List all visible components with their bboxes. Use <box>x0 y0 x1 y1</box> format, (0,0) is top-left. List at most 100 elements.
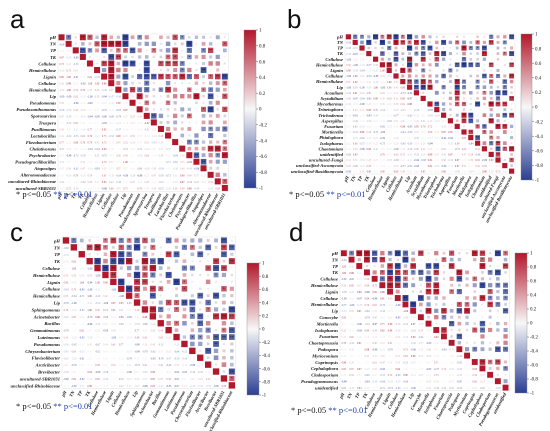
significance-star: ** <box>166 88 170 92</box>
correlation-cell <box>504 303 507 306</box>
correlation-cell <box>360 34 364 39</box>
significance-star: * <box>196 141 198 145</box>
correlation-cell <box>165 251 172 258</box>
correlation-value: -0.30 <box>172 168 178 171</box>
correlation-cell <box>215 100 220 105</box>
correlation-cell <box>216 140 220 144</box>
significance-star: * <box>463 58 465 62</box>
correlation-value: -0.17 <box>130 161 136 164</box>
correlation-value: 0.37 <box>395 355 400 358</box>
significance-star: * <box>184 267 186 271</box>
correlation-cell <box>165 80 171 86</box>
correlation-cell <box>483 137 485 139</box>
correlation-cell <box>165 54 171 60</box>
correlation-cell <box>181 285 188 292</box>
significance-star: ** <box>230 315 234 319</box>
significance-star: ** <box>127 287 131 291</box>
correlation-cell <box>360 40 364 45</box>
correlation-value: -0.38 <box>434 114 440 117</box>
correlation-value: -0.94 <box>87 281 93 284</box>
correlation-value: -0.43 <box>142 371 148 374</box>
correlation-cell <box>447 118 453 124</box>
correlation-value: 0.38 <box>394 103 399 106</box>
significance-star: * <box>203 49 205 53</box>
correlation-cell <box>451 271 453 274</box>
correlation-value: 1.00 <box>87 309 92 312</box>
correlation-cell <box>187 146 192 151</box>
correlation-cell <box>419 284 422 287</box>
correlation-cell <box>189 306 196 313</box>
correlation-value: 0.12 <box>109 122 114 125</box>
significance-star: * <box>160 287 162 291</box>
correlation-cell <box>433 327 440 333</box>
heatmap-cells-c: * * ** * * * * * **-0.66 ** ** * * * ** * * * ** ** **-0.35-… <box>62 237 236 389</box>
correlation-cell <box>94 264 101 272</box>
heatmap-border <box>339 249 510 392</box>
correlation-value: 0.17 <box>414 98 419 101</box>
correlation-cell <box>157 258 164 265</box>
significance-star: ** <box>202 160 206 164</box>
correlation-cell <box>213 341 219 347</box>
correlation-cell <box>510 46 514 50</box>
correlation-value: 0.46 <box>346 98 351 101</box>
correlation-value: -0.02 <box>357 361 363 364</box>
correlation-value: 0.02 <box>73 161 78 164</box>
correlation-cell <box>504 154 506 155</box>
colorbar-tick-label: -0.2 <box>259 124 267 129</box>
correlation-cell <box>202 101 205 104</box>
sig-p01-d: ** p<=0.01 <box>328 405 368 415</box>
correlation-cell <box>110 271 117 278</box>
correlation-value: 0.49 <box>158 364 163 367</box>
correlation-cell <box>149 292 156 299</box>
correlation-value: -0.79 <box>366 75 372 78</box>
correlation-cell <box>510 131 513 133</box>
correlation-cell <box>223 281 225 283</box>
correlation-cell <box>475 124 480 129</box>
correlation-value: 1.00 <box>123 161 128 164</box>
correlation-value: -0.35 <box>386 159 392 162</box>
correlation-value: -1.00 <box>103 302 109 305</box>
correlation-cell <box>487 371 494 378</box>
correlation-value: 0.34 <box>349 361 354 364</box>
correlation-value: -0.02 <box>454 154 460 157</box>
correlation-value: -1.00 <box>111 337 117 340</box>
correlation-cell <box>470 36 472 38</box>
row-label: Luteimonas <box>37 335 61 340</box>
significance-star: ** <box>476 136 480 140</box>
correlation-cell <box>374 41 377 44</box>
correlation-cell <box>479 365 486 372</box>
significance-star: * <box>207 301 209 305</box>
correlation-value: -0.55 <box>73 135 79 138</box>
correlation-value: 0.72 <box>365 304 370 307</box>
correlation-value: 0.07 <box>95 122 100 125</box>
correlation-value: 0.41 <box>421 120 426 123</box>
correlation-value: 0.47 <box>130 181 135 184</box>
correlation-cell <box>198 327 203 333</box>
correlation-cell <box>198 238 203 243</box>
correlation-cell <box>191 260 194 263</box>
correlation-cell <box>496 366 500 371</box>
correlation-value: -0.94 <box>427 142 433 145</box>
correlation-cell <box>421 35 425 39</box>
correlation-cell <box>230 342 234 346</box>
correlation-value: -0.24 <box>87 168 93 171</box>
correlation-value: 0.29 <box>198 378 203 381</box>
correlation-cell <box>201 87 206 92</box>
correlation-value: -0.95 <box>380 368 386 371</box>
correlation-cell <box>193 152 200 158</box>
correlation-cell <box>461 79 467 84</box>
correlation-value: -0.91 <box>352 114 358 117</box>
correlation-cell <box>172 34 178 40</box>
column-label: Lignin <box>104 390 115 405</box>
correlation-cell <box>166 94 170 98</box>
correlation-cell <box>230 321 234 326</box>
correlation-cell <box>221 334 227 340</box>
correlation-cell <box>379 62 385 68</box>
significance-star: ** <box>396 265 400 269</box>
row-label: Isolophaeus <box>314 328 338 333</box>
correlation-value: -0.00 <box>441 374 447 377</box>
correlation-cell <box>228 368 235 375</box>
correlation-value: -0.10 <box>190 357 196 360</box>
correlation-value: 0.39 <box>426 349 431 352</box>
correlation-cell <box>510 153 513 156</box>
